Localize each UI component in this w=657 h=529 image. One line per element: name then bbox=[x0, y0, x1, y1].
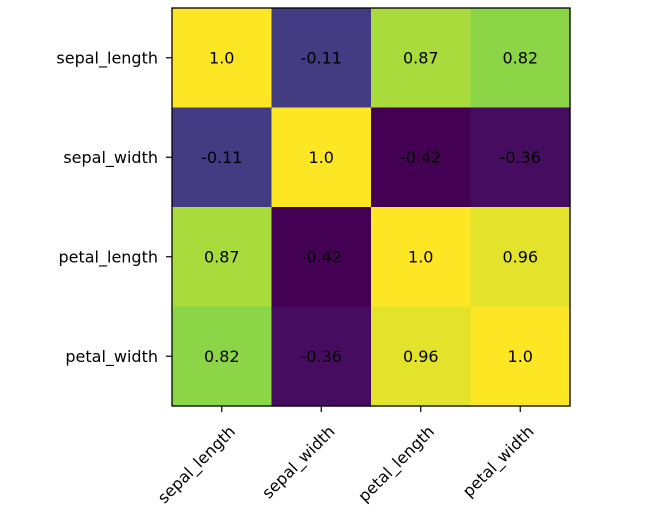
cell-value-label-0-1: -0.11 bbox=[301, 48, 342, 67]
x-axis-ticks: sepal_length sepal_width petal_length petal… bbox=[154, 406, 538, 508]
cell-value-label-2-3: 0.96 bbox=[502, 247, 538, 266]
y-tick-label-3: petal_width bbox=[65, 347, 158, 367]
x-tick-label-1: sepal_width bbox=[258, 422, 339, 503]
x-tick-label-3: petal_width bbox=[459, 422, 539, 502]
heatmap-cells: 1.0 -0.11 0.87 0.82 -0.11 1.0 -0.42 -0.36 0.87 -0… bbox=[172, 8, 571, 407]
cell-value-label-3-3: 1.0 bbox=[508, 347, 533, 366]
heatmap-cell-0-2 bbox=[371, 8, 472, 109]
cell-value-label-0-0: 1.0 bbox=[209, 48, 234, 67]
cell-value-label-1-3: -0.36 bbox=[500, 148, 541, 167]
plot-frame bbox=[171, 7, 571, 407]
cell-value-label-1-2: -0.42 bbox=[400, 148, 441, 167]
y-tick-label-2: petal_length bbox=[58, 247, 158, 267]
cell-value-label-1-0: -0.11 bbox=[201, 148, 242, 167]
cell-value-label-0-3: 0.82 bbox=[502, 48, 538, 67]
heatmap-cell-3-2 bbox=[371, 306, 472, 407]
heatmap-cell-2-0 bbox=[172, 207, 273, 308]
heatmap-cell-2-2 bbox=[371, 207, 472, 308]
heatmap-cell-1-3 bbox=[470, 107, 571, 208]
cell-value-label-2-2: 1.0 bbox=[408, 247, 433, 266]
cell-value-label-2-1: -0.42 bbox=[301, 247, 342, 266]
cell-value-label-2-0: 0.87 bbox=[204, 247, 240, 266]
y-tick-label-0: sepal_length bbox=[56, 48, 158, 68]
heatmap-cell-1-2 bbox=[371, 107, 472, 208]
heatmap-cell-0-0 bbox=[172, 8, 273, 109]
cell-value-label-3-1: -0.36 bbox=[301, 347, 342, 366]
heatmap-cell-3-3 bbox=[470, 306, 571, 407]
cell-value-label-3-0: 0.82 bbox=[204, 347, 240, 366]
heatmap-cell-2-3 bbox=[470, 207, 571, 308]
cell-value-label-0-2: 0.87 bbox=[403, 48, 439, 67]
heatmap-cell-3-0 bbox=[172, 306, 273, 407]
heatmap-cell-1-1 bbox=[271, 107, 372, 208]
heatmap-cell-0-1 bbox=[271, 8, 372, 109]
y-axis-ticks: sepal_length sepal_width petal_lengthpetal… bbox=[56, 48, 172, 367]
heatmap-cell-3-1 bbox=[271, 306, 372, 407]
cell-value-label-3-2: 0.96 bbox=[403, 347, 439, 366]
heatmap-cell-1-0 bbox=[172, 107, 273, 208]
heatmap-cell-0-3 bbox=[470, 8, 571, 109]
x-tick-label-2: petal_length bbox=[354, 422, 439, 507]
cell-value-label-1-1: 1.0 bbox=[309, 148, 334, 167]
heatmap-cell-2-1 bbox=[271, 207, 372, 308]
y-tick-label-1: sepal_width bbox=[63, 148, 158, 168]
x-tick-label-0: sepal_length bbox=[154, 422, 240, 508]
